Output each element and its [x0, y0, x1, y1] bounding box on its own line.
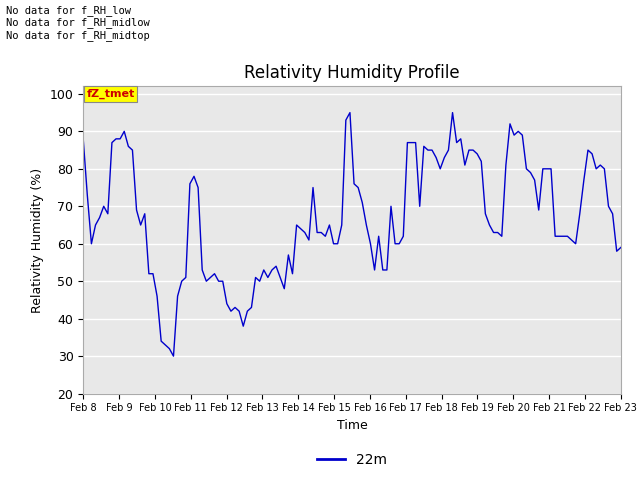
Text: fZ_tmet: fZ_tmet: [86, 89, 134, 99]
Text: No data for f_RH_low
No data for f_RH_midlow
No data for f_RH_midtop: No data for f_RH_low No data for f_RH_mi…: [6, 5, 150, 41]
X-axis label: Time: Time: [337, 419, 367, 432]
Y-axis label: Relativity Humidity (%): Relativity Humidity (%): [31, 168, 44, 312]
Legend: 22m: 22m: [312, 447, 392, 473]
Title: Relativity Humidity Profile: Relativity Humidity Profile: [244, 64, 460, 82]
